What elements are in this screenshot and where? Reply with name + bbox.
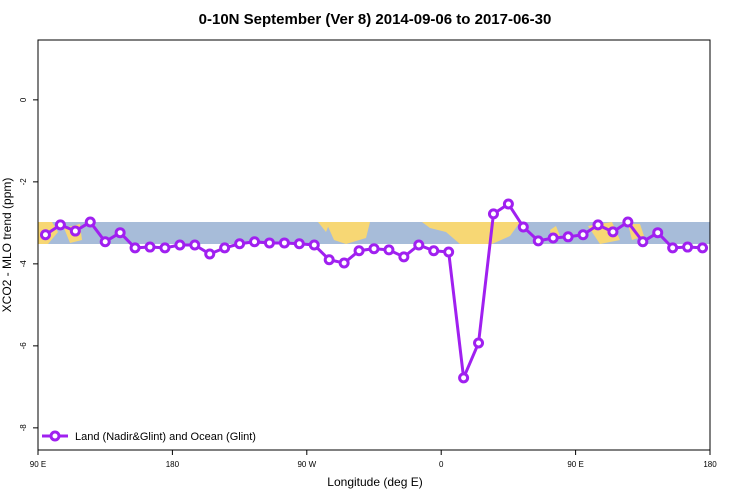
point — [562, 231, 574, 243]
y-tick-label: -8 — [19, 424, 28, 432]
point — [263, 237, 275, 249]
point — [487, 208, 499, 220]
point — [99, 236, 111, 248]
point — [652, 227, 664, 239]
point — [174, 239, 186, 251]
legend-marker — [49, 430, 61, 442]
point — [189, 239, 201, 251]
x-axis-label: Longitude (deg E) — [327, 475, 422, 489]
x-tick-label: 90 E — [567, 460, 583, 469]
legend-label: Land (Nadir&Glint) and Ocean (Glint) — [75, 431, 256, 443]
chart-title: 0-10N September (Ver 8) 2014-09-06 to 20… — [199, 11, 552, 28]
y-tick-label: 0 — [19, 97, 28, 102]
point — [592, 219, 604, 231]
point — [502, 198, 514, 210]
point — [159, 242, 171, 254]
point — [697, 242, 709, 254]
point — [607, 226, 619, 238]
point — [39, 229, 51, 241]
point — [458, 372, 470, 384]
point — [667, 242, 679, 254]
point — [249, 236, 261, 248]
point — [368, 243, 380, 255]
point — [637, 236, 649, 248]
land-shape — [318, 222, 330, 232]
point — [69, 225, 81, 237]
point — [84, 216, 96, 228]
x-tick-label: 90 W — [297, 460, 316, 469]
point — [428, 245, 440, 257]
point — [278, 237, 290, 249]
point — [473, 337, 485, 349]
point — [413, 239, 425, 251]
point — [308, 239, 320, 251]
point — [129, 242, 141, 254]
x-tick-label: 0 — [439, 460, 444, 469]
y-tick-label: -6 — [19, 342, 28, 350]
point — [398, 251, 410, 263]
x-tick-label: 180 — [166, 460, 180, 469]
point — [54, 219, 66, 231]
point — [293, 238, 305, 250]
point — [443, 246, 455, 258]
plot-frame — [37, 39, 711, 451]
point — [622, 216, 634, 228]
point — [353, 245, 365, 257]
x-tick-label: 90 E — [30, 460, 46, 469]
y-tick-label: -4 — [19, 260, 28, 268]
point — [682, 241, 694, 253]
point — [219, 242, 231, 254]
point — [547, 232, 559, 244]
point — [234, 238, 246, 250]
point — [383, 244, 395, 256]
land-shape — [422, 222, 520, 244]
point — [144, 241, 156, 253]
point — [577, 229, 589, 241]
x-tick-label: 180 — [703, 460, 717, 469]
legend: Land (Nadir&Glint) and Ocean (Glint) — [42, 430, 256, 443]
point — [114, 227, 126, 239]
point — [517, 221, 529, 233]
y-tick-label: -2 — [19, 178, 28, 186]
point — [532, 235, 544, 247]
y-axis-label: XCO2 - MLO trend (ppm) — [0, 178, 14, 313]
land-shape — [326, 222, 370, 244]
point — [204, 248, 216, 260]
point — [338, 257, 350, 269]
point — [323, 254, 335, 266]
